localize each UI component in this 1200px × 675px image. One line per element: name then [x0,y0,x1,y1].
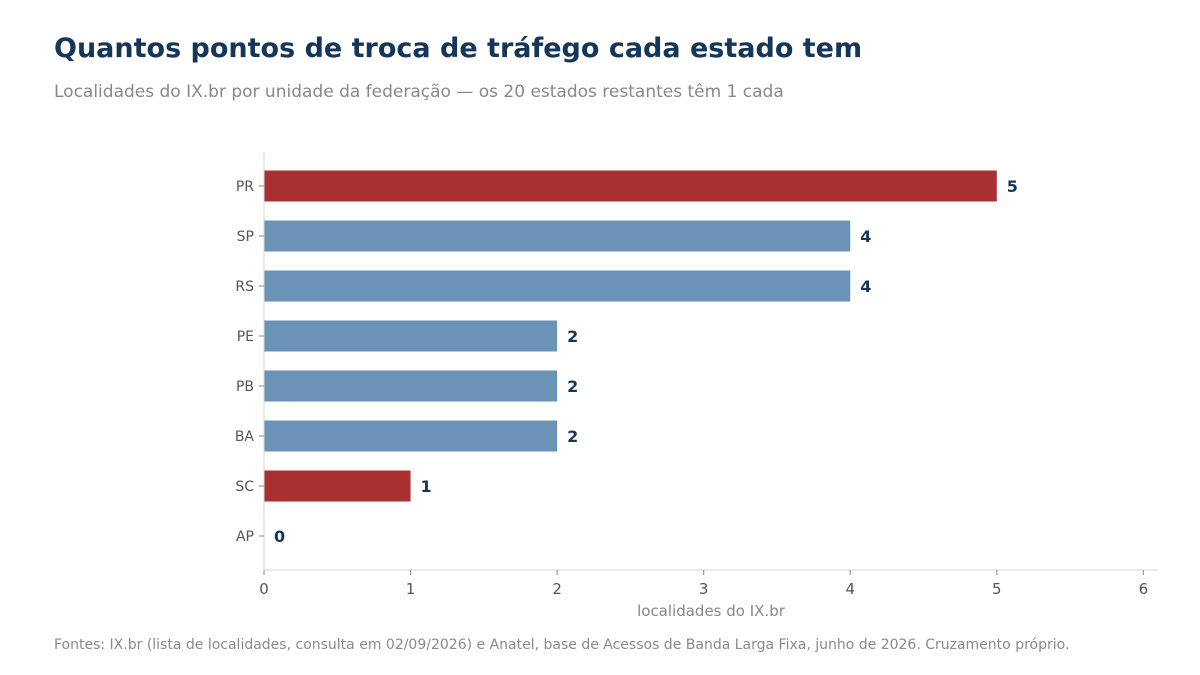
axes-layer: 0 1 2 3 4 5 6 PR SP RS PE PB BA SC AP [235,152,1158,598]
x-tick-label: 3 [699,580,709,598]
value-label: 2 [567,327,578,346]
y-tick-label: PE [237,329,254,345]
y-tick-label: AP [236,529,254,545]
value-label: 2 [567,427,578,446]
y-tick-label: BA [235,429,255,445]
value-label: 4 [860,277,871,296]
bar-sc [264,470,411,502]
y-tick-label: SC [235,479,254,495]
bar-ba [264,420,558,452]
x-tick-label: 4 [845,580,855,598]
bars-layer: 5 4 4 2 2 2 1 0 [264,170,1018,546]
chart-subtitle: Localidades do IX.br por unidade da fede… [54,82,784,102]
x-axis-title: localidades do IX.br [637,602,786,620]
x-tick-label: 6 [1139,580,1149,598]
value-label: 2 [567,377,578,396]
bar-rs [264,270,851,302]
bar-sp [264,220,851,252]
value-label: 0 [274,527,285,546]
y-tick-label: PR [236,179,254,195]
x-tick-label: 2 [552,580,562,598]
x-tick-label: 5 [992,580,1002,598]
source-note: Fontes: IX.br (lista de localidades, con… [54,637,1070,653]
y-tick-label: PB [236,379,254,395]
value-label: 5 [1007,177,1018,196]
value-label: 4 [860,227,871,246]
chart-title: Quantos pontos de troca de tráfego cada … [54,33,863,64]
value-label: 1 [421,477,432,496]
bar-pr [264,170,997,202]
y-tick-label: RS [235,279,254,295]
y-tick-label: SP [237,229,254,245]
x-tick-label: 1 [406,580,416,598]
x-tick-label: 0 [259,580,269,598]
bar-pe [264,320,558,352]
bar-pb [264,370,558,402]
